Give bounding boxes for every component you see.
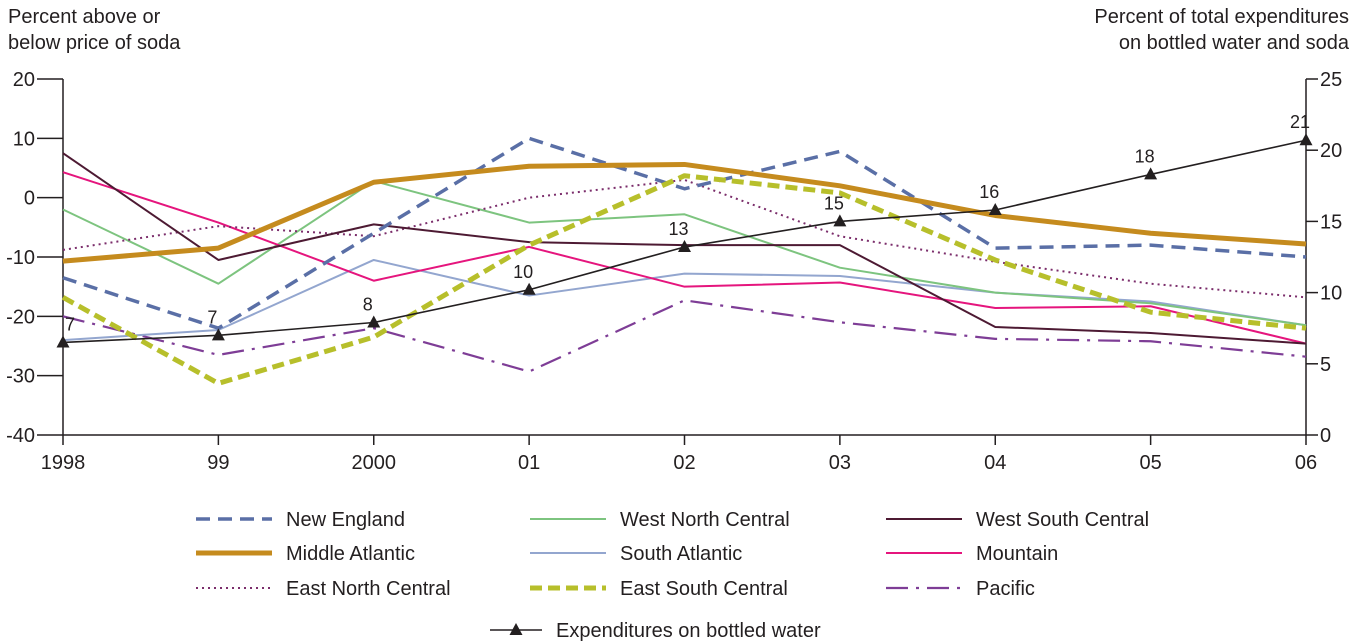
expenditure-marker [56,335,70,348]
legend: New England West North Central West South … [196,509,1149,642]
expenditure-marker [678,240,691,253]
data-label: 10 [513,262,533,282]
left-y-tick-label: 10 [13,128,35,150]
left-y-tick-label: 20 [13,69,35,91]
legend-marker-expenditures [509,623,523,635]
left-y-tick-label: 0 [24,188,35,210]
right-y-tick-label: 15 [1320,211,1342,233]
legend-label-east-north-central: East North Central [286,578,451,600]
expenditure-marker [367,315,381,328]
x-tick-label: 1998 [41,452,86,474]
series-line-mountain [62,171,1307,345]
right-y-tick-label: 10 [1320,283,1342,305]
series-line-middle-atlantic [62,161,1307,264]
x-tick-label: 2000 [352,452,397,474]
series-line-pacific [62,299,1307,373]
right-y-tick-label: 5 [1320,354,1331,376]
legend-label-mountain: Mountain [976,543,1058,565]
data-label: 15 [824,193,844,213]
x-tick-label: 05 [1140,452,1162,474]
left-y-tick-label: -20 [6,306,35,328]
chart-axes: 20 10 0 -10 -20 -30 -40 25 20 15 10 5 0 1998 99 2000 01 0… [6,69,1342,474]
left-y-tick-label: -30 [6,366,35,388]
series-line-east-south-central [61,173,1307,386]
legend-label-west-south-central: West South Central [976,509,1149,531]
left-y-tick-label: -40 [6,425,35,447]
legend-label-east-south-central: East South Central [620,578,788,600]
series-line-west-north-central [62,180,1307,327]
data-label: 8 [363,295,373,315]
data-label: 18 [1135,146,1155,166]
legend-label-expenditures-on-bottled-water: Expenditures on bottled water [556,620,821,642]
left-axis-title: Percent above or below price of soda [8,6,181,54]
x-tick-label: 04 [984,452,1006,474]
series-line-south-atlantic [62,258,1307,342]
data-label: 7 [207,307,217,327]
expenditure-marker [988,203,1002,216]
expenditure-markers [56,133,1313,348]
expenditure-marker [211,328,225,341]
left-y-tick-label: -10 [6,247,35,269]
right-y-tick-label: 20 [1320,140,1342,162]
x-tick-label: 02 [673,452,695,474]
x-tick-label: 01 [518,452,540,474]
legend-label-pacific: Pacific [976,578,1035,600]
expenditure-marker [1144,167,1158,180]
expenditure-marker [1299,133,1313,146]
data-labels: 7 7 8 10 13 15 16 18 21 [65,112,1310,334]
right-y-tick-label: 25 [1320,69,1342,91]
expenditure-marker [833,214,847,227]
right-y-tick-label: 0 [1320,425,1331,447]
data-label: 21 [1290,112,1310,132]
series-line-east-north-central [62,178,1307,299]
right-axis-title: Percent of total expenditures on bottled… [1094,6,1349,54]
series-lines [61,136,1307,386]
x-tick-label: 06 [1295,452,1317,474]
legend-label-south-atlantic: South Atlantic [620,543,742,565]
expenditure-marker [522,282,536,295]
data-label: 16 [979,182,999,202]
data-label: 13 [668,219,688,239]
data-label: 7 [65,314,75,334]
legend-label-middle-atlantic: Middle Atlantic [286,543,415,565]
legend-label-new-england: New England [286,509,405,531]
series-line-new-england [62,136,1307,330]
x-tick-label: 03 [829,452,851,474]
x-tick-label: 99 [207,452,229,474]
legend-label-west-north-central: West North Central [620,509,790,531]
